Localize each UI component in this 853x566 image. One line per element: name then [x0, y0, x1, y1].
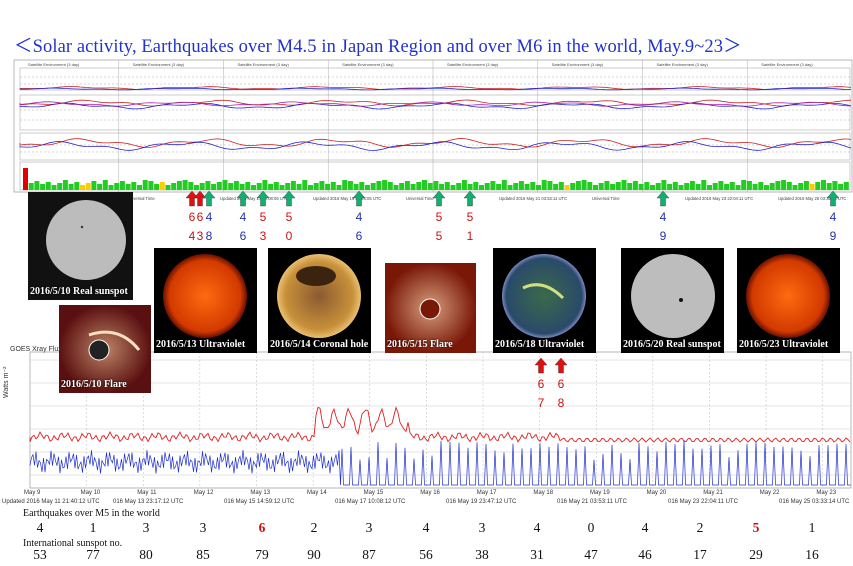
up-arrow-icon — [827, 191, 839, 206]
up-arrow-icon — [433, 191, 445, 206]
up-arrow-icon — [657, 191, 669, 206]
up-arrow-icon — [283, 191, 295, 206]
up-arrow-icon — [186, 191, 198, 206]
up-arrow-icon — [535, 358, 547, 373]
up-arrow-icon — [555, 358, 567, 373]
up-arrow-icon — [203, 191, 215, 206]
up-arrow-icon — [464, 191, 476, 206]
up-arrow-icon — [353, 191, 365, 206]
up-arrow-icon — [194, 191, 206, 206]
up-arrow-icon — [257, 191, 269, 206]
up-arrow-icon — [237, 191, 249, 206]
